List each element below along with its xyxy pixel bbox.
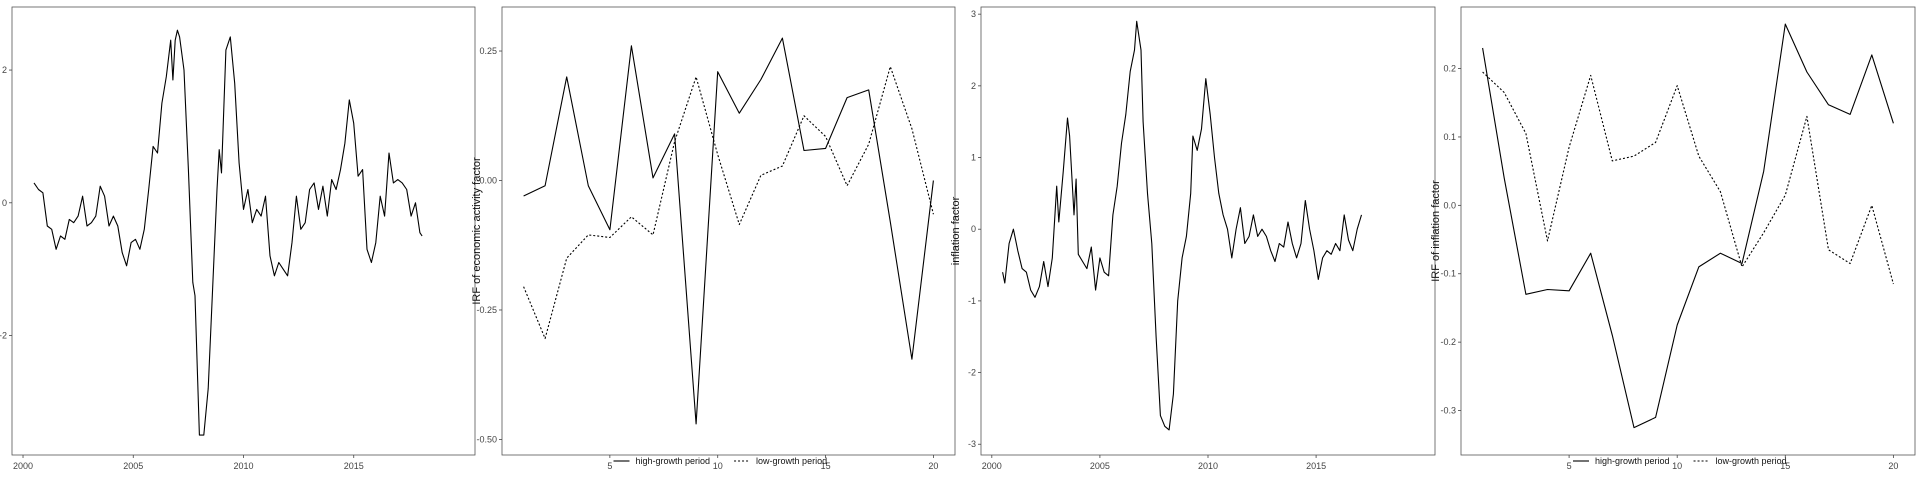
- y-tick-label: -0.25: [476, 305, 497, 315]
- series-line-high-growth-period: [1482, 23, 1894, 429]
- panel-economic-activity-factor: -2022000200520102015economic activity fa…: [0, 6, 476, 471]
- series-line-0: [1002, 20, 1363, 431]
- x-tick-label: 2015: [1306, 461, 1326, 471]
- y-tick-label: 0: [2, 198, 7, 208]
- x-tick-label: 2005: [123, 461, 143, 471]
- y-tick-label: -2: [968, 368, 976, 378]
- x-tick-label: 15: [1780, 461, 1790, 471]
- legend-label: high-growth period: [1595, 456, 1670, 466]
- y-tick-label: 0.0: [1443, 200, 1456, 210]
- panel-inflation-factor: -3 -2 -1 0 1 2 3 2000 2005 2010 2015 inflation fact…: [950, 6, 1436, 471]
- y-tick-label: 1: [971, 153, 976, 163]
- y-axis-label: IRF of economic activity factor: [471, 157, 483, 305]
- plot-frame: [501, 6, 956, 456]
- y-tick-label: -0.1: [1440, 269, 1456, 279]
- y-tick-label: 0: [971, 224, 976, 234]
- panel-irf-inflation-factor: -0.3 -0.2 -0.1 0.0 0.1 0.2 5 10 15 20 IRF of infla…: [1430, 6, 1916, 471]
- plot-frame: [1460, 6, 1916, 456]
- y-tick-label: -3: [968, 439, 976, 449]
- panel-irf-economic-activity-factor: -0.50 -0.25 0.00 0.25 5 10 15 20 IRF of economic…: [471, 6, 956, 471]
- x-tick-label: 15: [821, 461, 831, 471]
- x-tick-label: 20: [1888, 461, 1898, 471]
- y-tick-label: -0.3: [1440, 406, 1456, 416]
- x-tick-label: 2015: [344, 461, 364, 471]
- y-tick-label: -0.2: [1440, 337, 1456, 347]
- y-tick-label: 2: [2, 65, 7, 75]
- y-tick-label: -2: [0, 331, 7, 341]
- y-tick-label: 0.25: [479, 46, 497, 56]
- y-tick-label: 3: [971, 9, 976, 19]
- legend-label: high-growth period: [636, 456, 711, 466]
- x-tick-label: 2005: [1090, 461, 1110, 471]
- x-tick-label: 10: [1672, 461, 1682, 471]
- x-tick-label: 10: [713, 461, 723, 471]
- legend: high-growth period low-growth period: [1573, 456, 1787, 466]
- x-tick-label: 20: [928, 461, 938, 471]
- legend-label: low-growth period: [756, 456, 827, 466]
- series-line-0: [33, 29, 423, 436]
- y-tick-label: 2: [971, 81, 976, 91]
- x-tick-label: 5: [1567, 461, 1572, 471]
- series-line-high-growth-period: [523, 37, 934, 425]
- x-tick-label: 2010: [233, 461, 253, 471]
- x-tick-label: 2000: [982, 461, 1002, 471]
- y-axis-label: IRF of inflation factor: [1430, 180, 1442, 282]
- y-tick-label: -0.50: [476, 434, 497, 444]
- x-tick-label: 5: [607, 461, 612, 471]
- x-tick-label: 2010: [1198, 461, 1218, 471]
- y-tick-label: -1: [968, 296, 976, 306]
- series-line-low-growth-period: [1482, 71, 1894, 285]
- x-tick-label: 2000: [13, 461, 33, 471]
- legend-label: low-growth period: [1716, 456, 1787, 466]
- y-tick-label: 0.1: [1443, 132, 1456, 142]
- y-tick-label: 0.00: [479, 176, 497, 186]
- y-tick-label: 0.2: [1443, 64, 1456, 74]
- legend: high-growth period low-growth period: [613, 456, 827, 466]
- y-axis-label: inflation factor: [950, 196, 962, 265]
